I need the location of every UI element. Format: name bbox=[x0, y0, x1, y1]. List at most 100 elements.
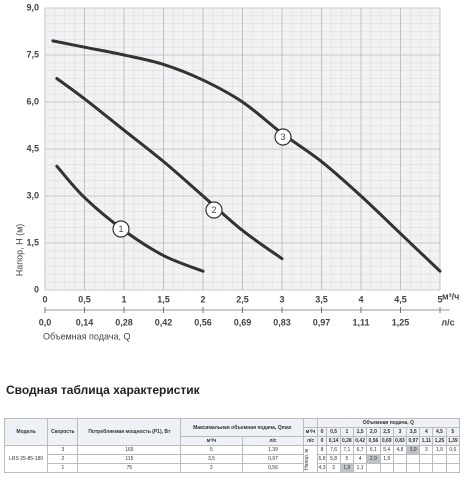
header: 0,5 bbox=[326, 427, 341, 437]
header: 2,5 bbox=[379, 427, 394, 437]
curve-marker bbox=[205, 201, 223, 219]
table-row: 1 75 2 0,56 4,3 3 1,9 1,1 bbox=[5, 463, 461, 473]
cell: 1,9 bbox=[379, 454, 394, 464]
header: Модель bbox=[3, 418, 49, 446]
x2-tick-label: 0,42 bbox=[155, 317, 173, 327]
cell: Напор, м bbox=[303, 445, 318, 473]
y-tick-label: 4,5 bbox=[26, 143, 39, 153]
curve bbox=[55, 77, 284, 261]
cell: 2 bbox=[47, 454, 79, 464]
x-axis-label: Объемная подача, Q bbox=[43, 331, 130, 341]
header: 0,56 bbox=[366, 436, 381, 446]
header: 1,25 bbox=[432, 436, 447, 446]
curve-marker bbox=[274, 128, 292, 146]
cell bbox=[392, 463, 408, 473]
x2-tick-label: 0,0 bbox=[39, 317, 52, 327]
cell: 6,8 bbox=[316, 454, 328, 464]
cell-text: Напор, м bbox=[304, 448, 311, 470]
x-tick-label: 3 bbox=[279, 294, 284, 304]
header: 0,97 bbox=[406, 436, 421, 446]
header: 1,11 bbox=[419, 436, 434, 446]
header: 4,5 bbox=[432, 427, 447, 437]
x-tick-label: 2 bbox=[200, 294, 205, 304]
x-tick-label: 4 bbox=[358, 294, 363, 304]
y-tick-label: 1,5 bbox=[26, 237, 39, 247]
x-unit: м³/ч bbox=[442, 291, 459, 301]
x-tick-label: 3,5 bbox=[315, 294, 328, 304]
curve-marker bbox=[112, 220, 130, 238]
header: л/с bbox=[241, 436, 305, 446]
cell: 2,9 bbox=[366, 454, 381, 464]
y-tick-label: 7,5 bbox=[26, 49, 39, 59]
header: 5 bbox=[445, 427, 461, 437]
header: 1,5 bbox=[352, 427, 368, 437]
header: 1,39 bbox=[445, 436, 461, 446]
x-tick-label: 0 bbox=[42, 294, 47, 304]
table-row: Модель Скорость Потребляемая мощность (P1)… bbox=[3, 418, 461, 446]
cell bbox=[366, 463, 381, 473]
cell bbox=[432, 463, 447, 473]
header: 0,42 bbox=[352, 436, 368, 446]
x2-tick-label: 1,11 bbox=[352, 317, 369, 327]
cell: 0,56 bbox=[241, 463, 305, 473]
header: 0,14 bbox=[326, 436, 341, 446]
cell: 3 bbox=[47, 445, 79, 455]
x-tick-label: 0,5 bbox=[78, 294, 91, 304]
x-tick-label: 5 bbox=[437, 294, 442, 304]
x-tick-label: 1,5 bbox=[157, 294, 170, 304]
cell: 5,8 bbox=[326, 454, 341, 464]
header: Объемная подача, Q bbox=[316, 418, 461, 428]
chart: 0 0,5 1 1,5 2 2,5 3 3,5 4 4,5 5 0 1,5 3,0 4,5 6,0 7,5 9,0… bbox=[14, 2, 459, 341]
x2-tick-label: 1,25 bbox=[392, 317, 410, 327]
cell: 2 bbox=[180, 463, 243, 473]
cell: 0,97 bbox=[241, 454, 305, 464]
cell bbox=[379, 463, 394, 473]
header: 0 bbox=[316, 427, 328, 437]
cell: 4,8 bbox=[392, 445, 408, 455]
cell: 115 bbox=[77, 454, 182, 464]
cell bbox=[406, 463, 421, 473]
table-title: Сводная таблица характеристик bbox=[6, 383, 200, 397]
cell: 5,4 bbox=[379, 445, 394, 455]
x2-tick-label: 0,69 bbox=[234, 317, 252, 327]
cell bbox=[406, 454, 421, 464]
x-tick-label: 2,5 bbox=[236, 294, 249, 304]
header: Максимальная объемная подача, Qmax bbox=[180, 418, 305, 437]
cell bbox=[445, 463, 461, 473]
cell: 3,5 bbox=[180, 454, 243, 464]
curve-label: 1 bbox=[118, 224, 123, 234]
cell: 0,6 bbox=[445, 445, 461, 455]
cell: 7,6 bbox=[326, 445, 341, 455]
header: Потребляемая мощность (P1), Вт bbox=[77, 418, 182, 446]
x-tick-label: 4,5 bbox=[394, 294, 407, 304]
cell: 8 bbox=[316, 445, 328, 455]
cell: 5 bbox=[339, 454, 354, 464]
cell: LRS 25-85-180 bbox=[3, 445, 49, 473]
table: Модель Скорость Потребляемая мощность (P1)… bbox=[3, 418, 461, 473]
cell: 3 bbox=[326, 463, 341, 473]
cell: 1 bbox=[47, 463, 79, 473]
table-row: LRS 25-85-180 3 165 5 1,39 Напор, м 8 7,6 7,1 6,7… bbox=[3, 445, 461, 473]
table-row: 2 115 3,5 0,97 6,8 5,8 5 4 2,9 1,9 bbox=[5, 454, 461, 464]
header: Скорость bbox=[47, 418, 79, 446]
cell bbox=[419, 454, 434, 464]
x2-tick-label: 0,14 bbox=[76, 317, 94, 327]
cell: 1,39 bbox=[241, 445, 305, 455]
y-tick-label: 0 bbox=[34, 284, 39, 294]
cell: 4,3 bbox=[316, 463, 328, 473]
header: л/с bbox=[303, 436, 318, 446]
header: м³/ч bbox=[180, 436, 243, 446]
cell: 1,1 bbox=[352, 463, 368, 473]
cell: 1,9 bbox=[432, 445, 447, 455]
header: 2,0 bbox=[366, 427, 381, 437]
header: м³/ч bbox=[303, 427, 318, 437]
header: 0,69 bbox=[379, 436, 394, 446]
cell bbox=[432, 454, 447, 464]
header: 4 bbox=[419, 427, 434, 437]
x2-tick-label: 0,83 bbox=[273, 317, 291, 327]
y-axis-label: Напор, Н (м) bbox=[14, 224, 24, 277]
x2-tick-label: 0,97 bbox=[313, 317, 331, 327]
cell bbox=[419, 463, 434, 473]
header: 3 bbox=[392, 427, 408, 437]
curve bbox=[51, 39, 442, 273]
